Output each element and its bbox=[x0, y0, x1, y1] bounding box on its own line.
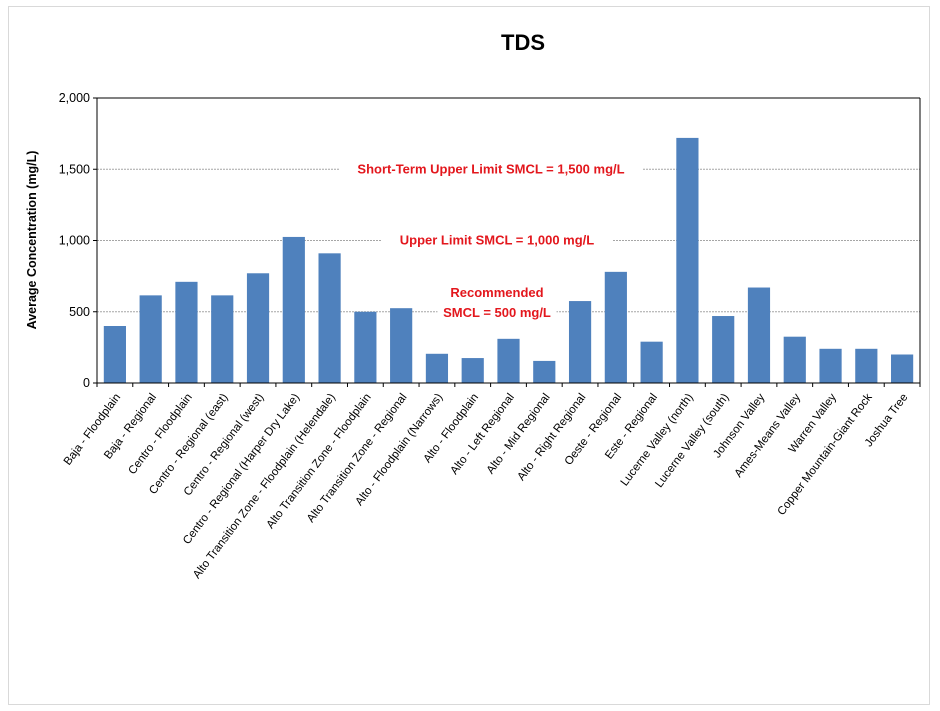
bar bbox=[354, 311, 377, 383]
bar bbox=[211, 295, 234, 383]
bar bbox=[246, 273, 270, 383]
bar bbox=[497, 338, 520, 383]
bar bbox=[676, 137, 699, 383]
bar bbox=[282, 236, 305, 383]
reference-line-label: Short-Term Upper Limit SMCL = 1,500 mg/L bbox=[357, 161, 624, 176]
bar bbox=[891, 354, 914, 383]
bar bbox=[175, 281, 198, 383]
annotation-background bbox=[339, 160, 643, 178]
x-tick-label: Alto - Mid Regional bbox=[485, 392, 553, 477]
y-tick-labels: 0 500 1,000 1,500 2,000 bbox=[59, 91, 97, 390]
y-tick-label: 0 bbox=[83, 376, 90, 390]
bar bbox=[425, 353, 449, 383]
bar bbox=[461, 358, 484, 383]
bar bbox=[855, 348, 878, 383]
y-tick-label: 500 bbox=[69, 305, 90, 319]
x-tick-label: Ames-Means Valley bbox=[733, 391, 804, 479]
bar bbox=[747, 287, 771, 383]
reference-line-label: Upper Limit SMCL = 1,000 mg/L bbox=[400, 233, 595, 248]
x-tick-label: Centro - Floodplain bbox=[126, 392, 194, 477]
bar bbox=[139, 295, 162, 383]
reference-line-label: SMCL = 500 mg/L bbox=[443, 305, 551, 320]
y-tick-label: 1,500 bbox=[59, 162, 90, 176]
bar bbox=[712, 316, 735, 383]
annotations: Short-Term Upper Limit SMCL = 1,500 mg/L… bbox=[339, 160, 643, 321]
bar bbox=[103, 326, 126, 383]
x-tick-label: Alto - Left Regional bbox=[448, 392, 516, 477]
annotation-background bbox=[437, 303, 557, 321]
bar bbox=[640, 341, 663, 383]
bar bbox=[568, 301, 592, 383]
bar bbox=[533, 360, 556, 383]
y-tick-label: 1,000 bbox=[59, 234, 90, 248]
reference-line-label: Recommended bbox=[450, 285, 543, 300]
y-axis-label: Average Concentration (mg/L) bbox=[25, 151, 39, 330]
chart-title: TDS bbox=[501, 30, 545, 55]
x-tick-label: Alto - Right Regional bbox=[515, 392, 588, 483]
annotation-background bbox=[452, 283, 542, 301]
bar bbox=[819, 348, 842, 383]
bars bbox=[103, 137, 914, 383]
bar bbox=[783, 336, 806, 383]
bar bbox=[390, 308, 413, 383]
bar bbox=[318, 253, 341, 383]
bar bbox=[604, 271, 627, 383]
y-tick-label: 2,000 bbox=[59, 91, 90, 105]
annotation-background bbox=[382, 231, 612, 249]
